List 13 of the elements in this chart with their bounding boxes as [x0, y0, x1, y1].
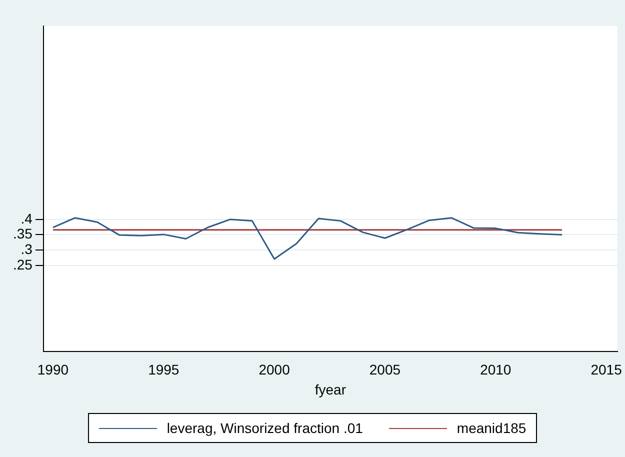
y-tick-label: .3 — [20, 240, 33, 257]
x-tick-label: 1990 — [37, 362, 69, 378]
legend-label: meanid185 — [456, 420, 526, 436]
y-tick-label: .4 — [20, 210, 33, 226]
y-tick-label: .25 — [12, 256, 33, 272]
y-tick-label: .35 — [12, 226, 33, 242]
legend-label: leverag, Winsorized fraction .01 — [166, 420, 363, 436]
x-tick-label: 2015 — [590, 362, 622, 378]
x-tick-label: 2005 — [369, 362, 401, 378]
x-axis-title: fyear — [314, 381, 346, 398]
x-tick-label: 2000 — [258, 362, 290, 378]
x-tick-label: 1995 — [148, 362, 180, 378]
x-tick-label: 2010 — [480, 362, 512, 378]
